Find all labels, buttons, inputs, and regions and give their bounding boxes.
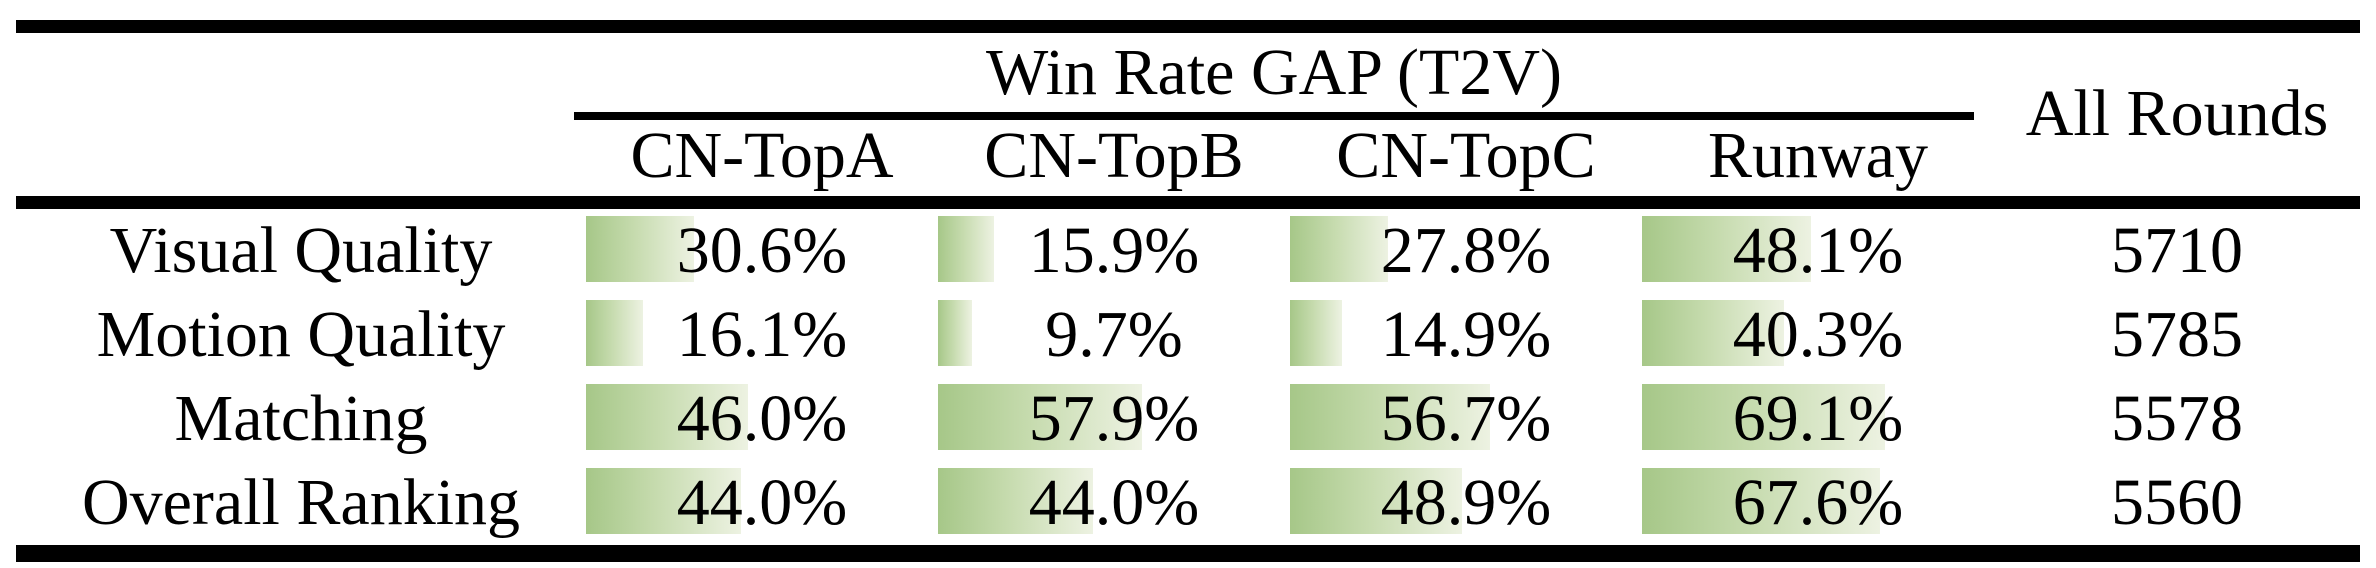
win-rate-bar: [586, 216, 694, 282]
win-rate-value: 27.8%: [1380, 214, 1552, 287]
win-rate-cell: 56.7%: [1290, 377, 1642, 461]
win-rate-cell: 30.6%: [586, 209, 938, 293]
title-underline-rule: [574, 112, 1974, 120]
bottom-rule: [16, 545, 2360, 562]
win-rate-bar: [586, 300, 643, 366]
table-row: Visual Quality 30.6% 15.9% 27.8% 48.1% 5…: [0, 209, 2376, 293]
row-label: Motion Quality: [96, 298, 506, 371]
win-rate-bar: [1642, 384, 1886, 450]
win-rate-cell: 15.9%: [938, 209, 1290, 293]
top-rule: [16, 20, 2360, 33]
win-rate-bar: [1642, 468, 1880, 534]
win-rate-bar: [938, 300, 973, 366]
all-rounds-value: 5710: [2111, 214, 2243, 287]
win-rate-value: 69.1%: [1732, 382, 1904, 455]
win-rate-bar: [1642, 300, 1784, 366]
all-rounds-value: 5578: [2111, 382, 2243, 455]
win-rate-cell: 48.9%: [1290, 461, 1642, 545]
win-rate-bar: [1290, 468, 1463, 534]
win-rate-bar: [1290, 216, 1388, 282]
win-rate-bar: [1290, 300, 1343, 366]
win-rate-cell: 57.9%: [938, 377, 1290, 461]
win-rate-cell: 27.8%: [1290, 209, 1642, 293]
win-rate-bar: [1642, 216, 1812, 282]
win-rate-value: 67.6%: [1732, 466, 1904, 539]
win-rate-value: 56.7%: [1380, 382, 1552, 455]
win-rate-value: 30.6%: [676, 214, 848, 287]
win-rate-bar: [586, 468, 741, 534]
table-title: Win Rate GAP (T2V): [986, 36, 1562, 109]
win-rate-value: 46.0%: [676, 382, 848, 455]
all-rounds-value: 5785: [2111, 298, 2243, 371]
column-header-cn-topb: CN-TopB: [984, 119, 1244, 192]
win-rate-cell: 67.6%: [1642, 461, 1994, 545]
win-rate-value: 44.0%: [676, 466, 848, 539]
table-row: Overall Ranking 44.0% 44.0% 48.9% 67.6% …: [0, 461, 2376, 545]
all-rounds-value: 5560: [2111, 466, 2243, 539]
table-row: Motion Quality 16.1% 9.7% 14.9% 40.3% 57…: [0, 293, 2376, 377]
win-rate-value: 48.9%: [1380, 466, 1552, 539]
win-rate-cell: 44.0%: [938, 461, 1290, 545]
win-rate-value: 44.0%: [1028, 466, 1200, 539]
win-rate-cell: 69.1%: [1642, 377, 1994, 461]
row-label: Matching: [174, 382, 428, 455]
win-rate-value: 40.3%: [1732, 298, 1904, 371]
win-rate-cell: 46.0%: [586, 377, 938, 461]
win-rate-cell: 16.1%: [586, 293, 938, 377]
row-label: Overall Ranking: [81, 466, 521, 539]
win-rate-cell: 14.9%: [1290, 293, 1642, 377]
win-rate-value: 48.1%: [1732, 214, 1904, 287]
win-rate-value: 14.9%: [1380, 298, 1552, 371]
win-rate-bar: [938, 468, 1093, 534]
win-rate-cell: 48.1%: [1642, 209, 1994, 293]
column-header-cn-topa: CN-TopA: [630, 119, 894, 192]
win-rate-cell: 9.7%: [938, 293, 1290, 377]
header-rule: [16, 196, 2360, 209]
column-header-all-rounds: All Rounds: [2025, 77, 2329, 150]
win-rate-bar: [938, 384, 1142, 450]
win-rate-bar: [1290, 384, 1490, 450]
win-rate-bar: [586, 384, 748, 450]
column-header-runway: Runway: [1708, 119, 1928, 192]
win-rate-cell: 40.3%: [1642, 293, 1994, 377]
win-rate-value: 9.7%: [1045, 298, 1183, 371]
win-rate-bar: [938, 216, 994, 282]
column-header-cn-topc: CN-TopC: [1336, 119, 1596, 192]
table-row: Matching 46.0% 57.9% 56.7% 69.1% 5578: [0, 377, 2376, 461]
row-label: Visual Quality: [109, 214, 493, 287]
win-rate-cell: 44.0%: [586, 461, 938, 545]
win-rate-value: 15.9%: [1028, 214, 1200, 287]
win-rate-value: 16.1%: [676, 298, 848, 371]
win-rate-value: 57.9%: [1028, 382, 1200, 455]
